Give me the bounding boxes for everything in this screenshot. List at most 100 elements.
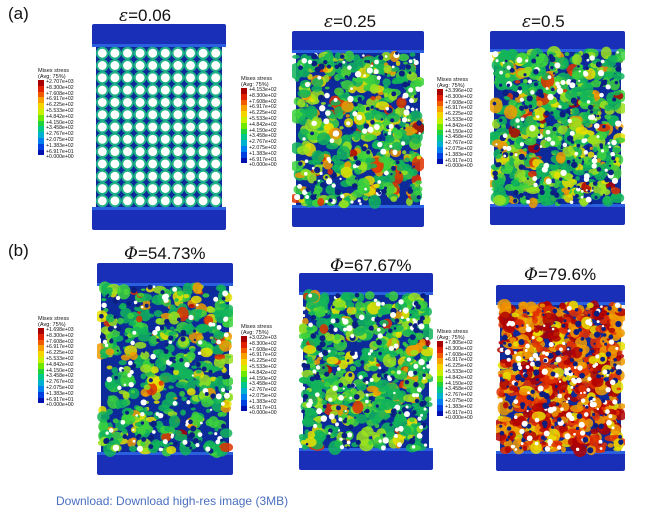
legend-row: +7.608e+02 — [241, 346, 277, 354]
legend-row: +1.383e+02 — [241, 399, 277, 406]
legend-swatch — [38, 149, 44, 156]
legend-header: (Avg: 75%) — [241, 82, 269, 88]
legend-swatch — [241, 347, 247, 354]
legend-value: +8.300e+02 — [249, 340, 277, 347]
legend-value: +2.075e+02 — [445, 146, 473, 153]
legend-row: +1.698e+03 — [38, 327, 74, 334]
legend-value: +2.767e+02 — [249, 387, 277, 394]
legend-swatch — [241, 88, 247, 94]
legend-swatch — [437, 346, 443, 353]
legend-value: +3.022e+03 — [249, 335, 277, 342]
legend-value: +6.225e+02 — [249, 110, 277, 117]
legend-header: (Avg: 75%) — [38, 322, 66, 328]
specimen-a-strain-0.25 — [292, 31, 424, 227]
legend-value: +4.150e+02 — [445, 128, 473, 135]
legend-row: +2.075e+02 — [437, 146, 473, 153]
legend-row: +4.842e+02 — [38, 362, 74, 369]
legend-value: +3.458e+02 — [46, 373, 74, 380]
legend-row: +2.767e+02 — [437, 393, 473, 399]
legend-value: +2.767e+02 — [249, 139, 277, 146]
legend-swatch — [38, 85, 44, 92]
legend-row: +4.150e+02 — [437, 128, 473, 136]
legend-swatch — [437, 94, 443, 101]
legend-swatch — [241, 336, 247, 342]
legend-swatch — [38, 380, 44, 386]
download-link[interactable]: Download: Download high-res image (3MB) — [56, 494, 289, 508]
legend-value: +4.842e+02 — [445, 374, 473, 381]
legend-row: +7.608e+02 — [38, 338, 74, 346]
legend-value: +6.225e+02 — [445, 363, 473, 370]
legend-row: +4.150e+02 — [241, 128, 277, 135]
legend-row: +6.225e+02 — [437, 112, 473, 118]
legend-value: +7.608e+02 — [249, 346, 277, 353]
legend-header: Mises stress — [38, 316, 70, 322]
legend-swatch — [38, 403, 44, 409]
legend-row: +2.767e+02 — [241, 388, 277, 394]
legend-value: +6.917e+01 — [249, 156, 277, 163]
legend-row: +7.608e+02 — [38, 91, 74, 98]
specimen-b-porosity-67.67 — [299, 273, 433, 470]
legend-value: +8.300e+02 — [445, 93, 473, 100]
legend-value: +6.917e+02 — [445, 357, 473, 364]
legend-value: +0.000e+00 — [445, 415, 473, 422]
legend-swatch — [437, 381, 443, 388]
legend-swatch — [437, 146, 443, 153]
legend-row: +5.533e+02 — [38, 356, 74, 363]
legend-swatch — [437, 135, 443, 142]
legend-swatch — [437, 364, 443, 370]
legend-swatch — [38, 108, 44, 115]
legend-value: +1.383e+02 — [445, 151, 473, 158]
legend-value: +2.767e+02 — [46, 131, 74, 138]
legend-swatch — [437, 416, 443, 422]
legend-row: +2.075e+02 — [437, 398, 473, 405]
legend-swatch — [241, 128, 247, 135]
legend-swatch — [241, 399, 247, 406]
legend-value: +3.458e+02 — [249, 381, 277, 388]
specimen-contour — [97, 263, 233, 475]
legend-row: +6.225e+02 — [241, 111, 277, 117]
legend-swatch — [437, 158, 443, 165]
legend-swatch — [38, 356, 44, 363]
legend-row: +6.917e+01 — [38, 149, 74, 156]
legend-row: +7.608e+02 — [241, 99, 277, 106]
legend-swatch — [38, 362, 44, 369]
legend-row: +6.917e+01 — [437, 410, 473, 417]
legend-row: +6.225e+02 — [38, 351, 74, 357]
legend-value: +5.533e+02 — [445, 117, 473, 124]
legend-swatch — [437, 358, 443, 365]
legend-value: +5.533e+02 — [445, 369, 473, 376]
legend-row: +6.917e+02 — [437, 357, 473, 365]
legend-swatch — [437, 404, 443, 411]
legend-swatch — [241, 116, 247, 123]
legend-value: +6.225e+02 — [46, 102, 74, 109]
legend-row: +6.225e+02 — [38, 103, 74, 109]
legend-value: +2.075e+02 — [46, 137, 74, 144]
legend-row: +3.022e+03 — [241, 335, 277, 342]
legend-swatch — [437, 398, 443, 405]
legend-swatch — [241, 140, 247, 146]
legend-value: +4.150e+02 — [46, 119, 74, 126]
legend-swatch — [437, 164, 443, 170]
legend-swatch — [241, 151, 247, 158]
legend-value: +0.000e+00 — [249, 162, 277, 169]
legend-value: +4.842e+02 — [249, 369, 277, 376]
legend-row: +1.383e+02 — [38, 143, 74, 150]
specimen-contour — [490, 31, 625, 225]
legend-row: +6.917e+02 — [241, 352, 277, 360]
legend-swatch — [241, 99, 247, 106]
legend-row: +1.383e+02 — [437, 404, 473, 411]
legend-value: +6.917e+02 — [249, 352, 277, 359]
legend-row: +8.300e+02 — [241, 93, 277, 100]
legend-row: +2.767e+02 — [38, 380, 74, 386]
legend-swatch — [38, 368, 44, 375]
legend-swatch — [241, 353, 247, 360]
legend-swatch — [241, 382, 247, 389]
legend-row: +2.075e+02 — [38, 385, 74, 392]
legend-swatch — [38, 114, 44, 121]
legend-swatch — [241, 370, 247, 377]
legend-value: +7.608e+02 — [46, 338, 74, 345]
legend-row: +8.300e+02 — [241, 340, 277, 348]
specimen-b-porosity-79.6 — [496, 285, 625, 471]
legend-swatch — [437, 410, 443, 417]
legend-swatch — [241, 134, 247, 141]
